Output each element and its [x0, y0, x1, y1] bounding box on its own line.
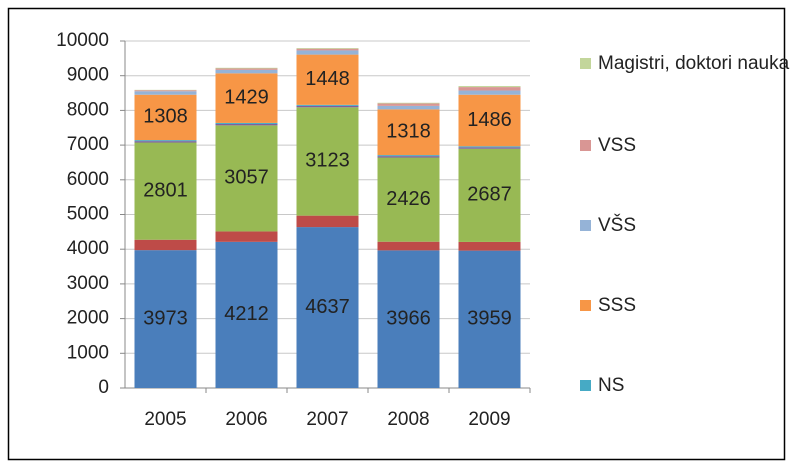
bar-segment — [215, 67, 278, 69]
y-tick-label: 3000 — [67, 273, 109, 294]
bar-segment — [134, 239, 197, 251]
bar-segment — [296, 50, 359, 55]
data-label: 3973 — [143, 307, 188, 329]
x-tick-label: 2006 — [225, 409, 267, 430]
data-label: 2426 — [386, 188, 431, 210]
bar-segment — [215, 69, 278, 74]
bar-segment — [458, 86, 521, 88]
x-tick-label: 2005 — [144, 409, 186, 430]
bar-segment — [215, 123, 278, 126]
data-label: 2687 — [467, 184, 512, 206]
bar-segment — [458, 90, 521, 95]
bar-segment — [377, 102, 440, 104]
bar-segment — [134, 140, 197, 142]
bar-segment — [134, 94, 197, 141]
bar-segment — [215, 125, 278, 232]
bar-segment — [296, 105, 359, 108]
bar-segment — [215, 231, 278, 242]
data-label: 1308 — [143, 106, 188, 128]
bar-segment — [377, 241, 440, 251]
bar-segment — [215, 122, 278, 124]
y-tick-label: 7000 — [67, 134, 109, 155]
bar-segment — [296, 48, 359, 49]
bar-segment — [377, 157, 440, 242]
bar-segment — [377, 103, 440, 106]
bar-segment — [377, 250, 440, 388]
bar-segment — [296, 104, 359, 106]
bar-segment — [215, 68, 278, 70]
bar-segment — [134, 250, 197, 388]
data-label: 4637 — [305, 296, 350, 318]
y-tick-label: 5000 — [67, 204, 109, 225]
bar-segment — [296, 107, 359, 216]
bar-segment — [377, 105, 440, 110]
data-label: 1486 — [467, 109, 512, 131]
bar-segment — [296, 227, 359, 388]
x-tick-label: 2007 — [306, 409, 348, 430]
data-label: 2801 — [143, 179, 188, 201]
y-tick-label: 9000 — [67, 65, 109, 86]
y-tick-label: 8000 — [67, 99, 109, 120]
bar-segment — [458, 147, 521, 149]
bar-segment — [458, 148, 521, 242]
bar-segment — [458, 146, 521, 148]
bar-segment — [296, 48, 359, 51]
bar-segment — [134, 142, 197, 240]
data-label: 4212 — [224, 303, 269, 325]
bar-segment — [458, 250, 521, 388]
bar-segment — [377, 109, 440, 156]
bar-segment — [458, 87, 521, 91]
data-label: 3959 — [467, 308, 512, 330]
x-tick-label: 2009 — [468, 409, 510, 430]
bar-segment — [377, 156, 440, 158]
y-tick-label: 2000 — [67, 308, 109, 329]
bar-segment — [215, 241, 278, 388]
bar-segment — [134, 90, 197, 92]
bar-segment — [377, 155, 440, 157]
y-tick-label: 4000 — [67, 238, 109, 259]
data-label: 3057 — [224, 167, 269, 189]
y-tick-label: 10000 — [56, 30, 109, 51]
data-label: 1429 — [224, 86, 269, 108]
y-tick-label: 0 — [98, 377, 109, 398]
data-label: 3123 — [305, 150, 350, 172]
data-label: 1448 — [305, 68, 350, 90]
y-tick-label: 6000 — [67, 169, 109, 190]
data-label: 1318 — [386, 121, 431, 143]
bar-segment — [134, 141, 197, 143]
bar-segment — [215, 73, 278, 123]
bar-segment — [296, 215, 359, 228]
y-tick-label: 1000 — [67, 342, 109, 363]
bar-segment — [458, 94, 521, 147]
bar-segment — [296, 54, 359, 105]
bar-segment — [134, 91, 197, 95]
x-tick-label: 2008 — [387, 409, 429, 430]
bar-segment — [458, 241, 521, 251]
data-label: 3966 — [386, 307, 431, 329]
